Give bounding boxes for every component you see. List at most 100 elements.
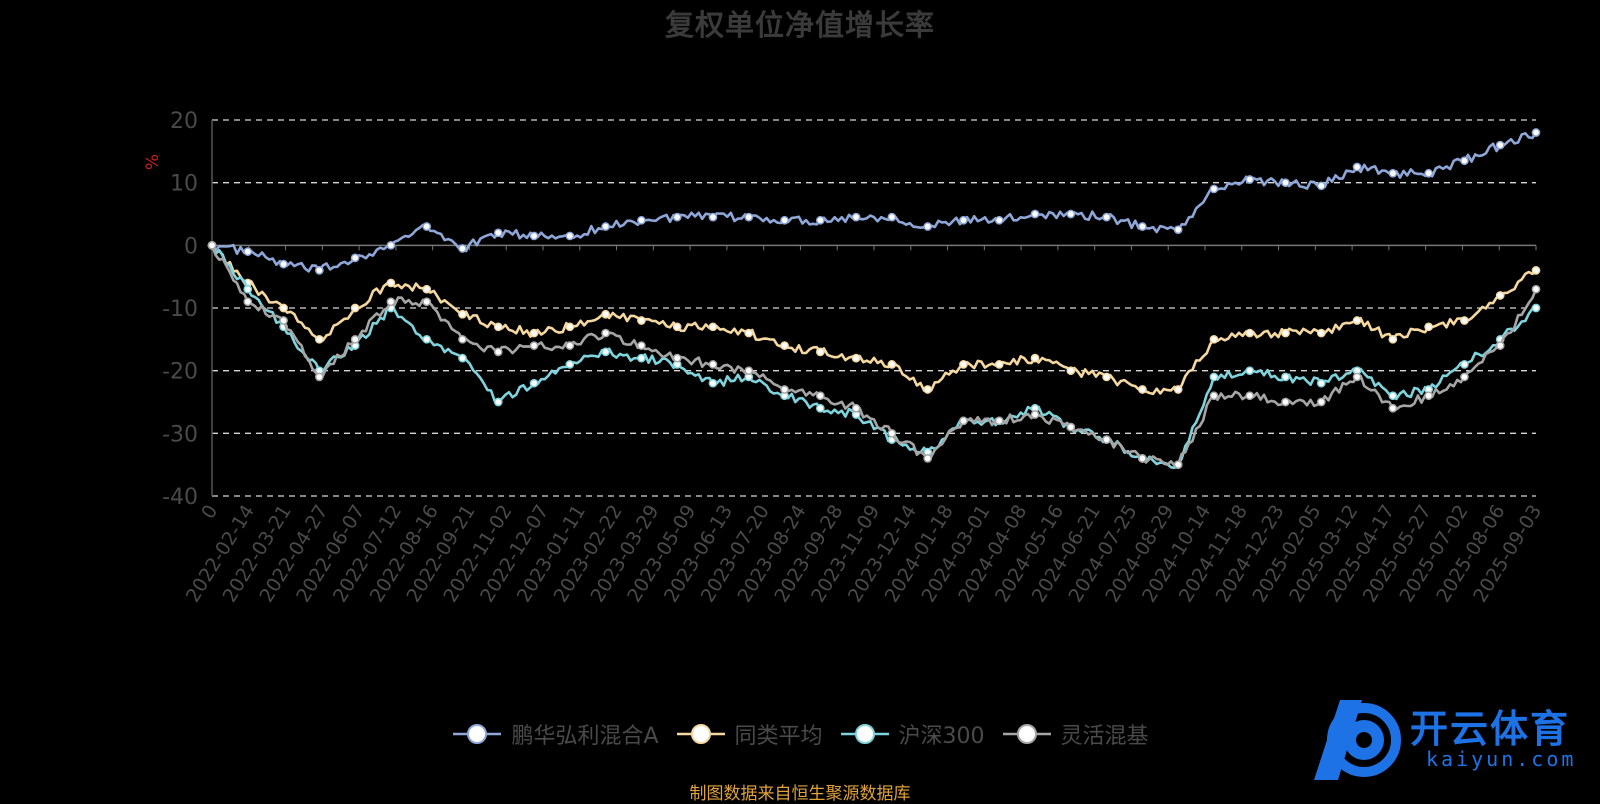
data-point <box>565 360 575 369</box>
data-point <box>1138 385 1147 394</box>
data-point <box>1460 372 1469 382</box>
data-point <box>1030 410 1040 419</box>
legend-marker-icon <box>840 724 889 744</box>
data-point <box>1066 209 1076 219</box>
data-point <box>1245 175 1255 184</box>
data-point <box>1281 372 1290 382</box>
data-point <box>1030 209 1040 219</box>
legend-item[interactable]: 灵活混基 <box>1001 718 1149 750</box>
data-point <box>994 215 1004 225</box>
data-point <box>923 385 933 394</box>
data-point <box>1173 225 1183 235</box>
legend-label: 沪深300 <box>898 724 985 749</box>
data-point <box>1173 460 1183 470</box>
data-point <box>279 259 288 269</box>
data-point <box>1531 284 1541 294</box>
data-point <box>637 341 646 350</box>
legend-label: 灵活混基 <box>1060 724 1149 749</box>
data-point <box>565 341 575 350</box>
data-point <box>1066 366 1076 376</box>
data-point <box>744 212 754 222</box>
series-line <box>210 131 1538 273</box>
data-point <box>1424 322 1433 332</box>
data-point <box>708 360 718 369</box>
data-point <box>1102 435 1111 444</box>
legend-item[interactable]: 鹏华弘利混合A <box>451 718 659 750</box>
data-point <box>959 416 968 426</box>
y-tick-label: -40 <box>162 485 198 510</box>
data-point <box>708 378 718 388</box>
data-point <box>1531 128 1541 137</box>
legend-item[interactable]: 同类平均 <box>675 718 823 750</box>
data-point <box>1352 162 1362 172</box>
data-point <box>422 334 432 344</box>
data-point <box>1209 391 1219 401</box>
data-point <box>1495 291 1505 300</box>
y-tick-label: 20 <box>170 109 198 134</box>
data-point <box>672 322 682 332</box>
data-point <box>1102 212 1111 222</box>
legend: 鹏华弘利混合A 同类平均 沪深300 灵活混基 <box>0 718 1600 750</box>
x-tick-label: 0 <box>197 501 222 523</box>
data-point <box>672 353 682 363</box>
data-point <box>1316 328 1326 338</box>
chart-title: 复权单位净值增长率 <box>664 8 935 42</box>
data-point <box>422 284 432 294</box>
data-point <box>350 253 360 263</box>
legend-marker-icon <box>676 724 725 744</box>
series-line <box>210 244 1538 467</box>
data-point <box>1245 391 1255 401</box>
data-point <box>207 240 217 250</box>
data-point <box>1460 316 1469 325</box>
data-point <box>1388 334 1398 344</box>
data-point <box>529 231 539 241</box>
legend-marker-icon <box>1002 724 1051 744</box>
data-point <box>1173 385 1183 394</box>
data-point <box>994 360 1004 369</box>
data-point <box>1531 303 1541 313</box>
y-tick-label: -20 <box>162 360 198 385</box>
data-point <box>1316 181 1326 191</box>
data-point <box>887 212 897 222</box>
y-tick-label: 0 <box>184 234 198 259</box>
data-point <box>565 322 575 332</box>
data-point <box>565 231 575 241</box>
data-point <box>1102 372 1111 382</box>
legend-item[interactable]: 沪深300 <box>839 718 985 750</box>
data-point <box>887 428 897 438</box>
data-point <box>1424 168 1433 178</box>
data-point <box>780 215 789 225</box>
data-point <box>1138 222 1147 231</box>
data-point <box>1138 454 1147 463</box>
data-point <box>1245 366 1255 376</box>
data-point <box>458 309 467 319</box>
data-point <box>1209 184 1219 194</box>
data-point <box>1495 341 1505 350</box>
data-point <box>672 212 682 222</box>
data-point <box>637 215 646 225</box>
data-point <box>350 334 360 344</box>
data-point <box>815 215 825 225</box>
data-point <box>744 366 754 376</box>
data-point <box>243 247 253 256</box>
data-point <box>1281 178 1290 188</box>
data-point <box>1531 266 1541 275</box>
data-point <box>637 353 646 363</box>
data-point <box>959 360 968 369</box>
data-point <box>422 297 432 307</box>
data-point <box>1352 316 1362 325</box>
data-point <box>386 278 396 288</box>
data-point <box>601 328 610 338</box>
data-point <box>1316 397 1326 407</box>
data-point <box>1066 422 1076 432</box>
y-tick-label: 10 <box>170 172 198 197</box>
data-point <box>493 322 503 332</box>
data-point <box>708 212 718 222</box>
data-point <box>458 334 467 344</box>
watermark-text-en: kaiyun.com <box>1426 747 1577 771</box>
source-note: 制图数据来自恒生聚源数据库 <box>689 784 911 804</box>
data-point <box>815 403 825 413</box>
data-point <box>386 297 396 307</box>
data-point <box>315 266 324 275</box>
series-lines <box>207 128 1541 470</box>
